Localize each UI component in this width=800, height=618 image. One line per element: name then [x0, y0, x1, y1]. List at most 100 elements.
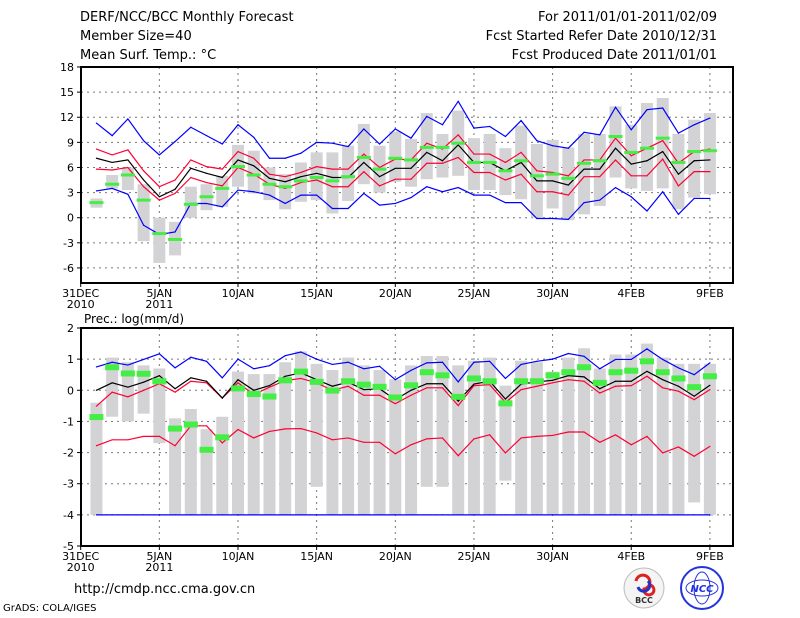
series-point-mean	[536, 180, 538, 182]
observed-marker	[278, 377, 293, 384]
series-point-mean	[205, 172, 208, 174]
x-tick-year: 2010	[67, 298, 95, 311]
series-point-min	[410, 514, 412, 516]
observed-marker	[624, 367, 639, 374]
series-point-max	[378, 143, 381, 145]
series-point-lower	[567, 194, 569, 196]
y-tick-label: -3	[63, 237, 74, 250]
series-point-max	[552, 145, 554, 147]
series-point-mean	[441, 160, 444, 162]
ensemble-range-bar	[247, 150, 260, 194]
series-point-min	[143, 224, 145, 226]
ensemble-range-bar	[216, 175, 229, 207]
variable-label: Mean Surf. Temp.: °C	[80, 48, 217, 63]
ensemble-range-bar	[279, 174, 292, 210]
series-point-min	[284, 202, 286, 205]
observed-marker	[404, 382, 419, 389]
series-point-upper	[347, 385, 349, 387]
ensemble-range-bar	[294, 351, 307, 515]
series-point-mean	[473, 383, 475, 385]
series-point-lower	[457, 455, 459, 457]
series-point-upper	[677, 390, 680, 392]
observed-marker	[498, 400, 513, 407]
series-point-lower	[536, 435, 538, 437]
observed-marker	[152, 378, 167, 385]
series-point-mean	[426, 151, 428, 153]
series-point-lower	[709, 445, 711, 447]
series-point-min	[347, 514, 349, 516]
series-point-max	[205, 360, 208, 362]
series-point-upper	[347, 168, 349, 170]
series-point-min	[316, 194, 318, 196]
series-point-lower	[221, 185, 223, 187]
series-point-max	[158, 353, 160, 355]
chart-main-title: DERF/NCC/BCC Monthly Forecast	[80, 10, 294, 25]
series-point-lower	[630, 444, 632, 446]
series-point-lower	[646, 435, 648, 437]
observed-marker	[89, 414, 104, 421]
series-point-lower	[143, 435, 145, 437]
series-point-max	[316, 141, 318, 143]
y-tick-label: -4	[63, 509, 74, 522]
series-point-min	[127, 193, 129, 195]
series-line-min	[96, 186, 710, 236]
series-point-min	[489, 194, 491, 196]
series-point-upper	[363, 394, 365, 396]
observed-marker	[262, 182, 277, 186]
ensemble-range-bar	[263, 374, 276, 515]
series-point-min	[441, 191, 444, 193]
series-point-lower	[331, 186, 333, 188]
series-point-max	[504, 135, 507, 138]
series-point-lower	[662, 452, 664, 454]
observed-marker	[687, 150, 702, 154]
x-tick-label: 10JAN	[222, 287, 255, 300]
series-point-lower	[95, 168, 98, 170]
observed-marker	[592, 159, 607, 163]
y-tick-label: 6	[67, 161, 74, 174]
series-point-min	[426, 186, 428, 188]
series-point-upper	[457, 134, 459, 136]
observed-marker	[199, 446, 214, 453]
series-point-upper	[158, 186, 160, 188]
observed-marker	[325, 387, 340, 394]
series-point-mean	[693, 395, 695, 397]
ncc-logo-text: NCC	[690, 584, 714, 595]
observed-marker	[608, 134, 623, 138]
ensemble-range-bar	[562, 357, 575, 515]
series-point-upper	[552, 382, 554, 384]
series-point-max	[473, 127, 475, 129]
series-point-lower	[363, 171, 365, 173]
series-point-min	[95, 190, 98, 192]
series-point-lower	[504, 452, 507, 454]
series-point-upper	[583, 159, 585, 161]
observed-marker	[592, 379, 607, 386]
series-point-upper	[630, 155, 632, 157]
series-point-max	[158, 154, 160, 156]
y-tick-label: 0	[67, 384, 74, 397]
series-point-upper	[363, 153, 365, 155]
footer-url[interactable]: http://cmdp.ncc.cma.gov.cn	[74, 582, 256, 597]
series-point-lower	[143, 186, 145, 188]
y-tick-label: 2	[67, 322, 74, 335]
x-tick-label: 15JAN	[300, 550, 333, 563]
series-point-upper	[426, 142, 428, 144]
series-point-upper	[174, 391, 176, 393]
ncc-logo: NCC	[680, 566, 724, 610]
series-point-mean	[316, 172, 318, 174]
series-point-mean	[158, 375, 160, 377]
series-point-min	[536, 514, 538, 516]
observed-marker	[514, 378, 529, 385]
series-point-upper	[331, 168, 333, 170]
series-point-lower	[520, 173, 522, 175]
series-point-upper	[221, 168, 223, 170]
y-tick-label: 15	[60, 86, 74, 99]
series-point-upper	[127, 149, 129, 151]
series-point-max	[190, 356, 192, 358]
series-point-max	[677, 132, 680, 134]
series-point-mean	[614, 147, 617, 149]
series-point-max	[378, 365, 381, 367]
y-tick-label: 18	[60, 61, 74, 74]
series-point-max	[95, 366, 98, 368]
series-point-min	[378, 514, 381, 516]
series-point-min	[489, 514, 491, 516]
